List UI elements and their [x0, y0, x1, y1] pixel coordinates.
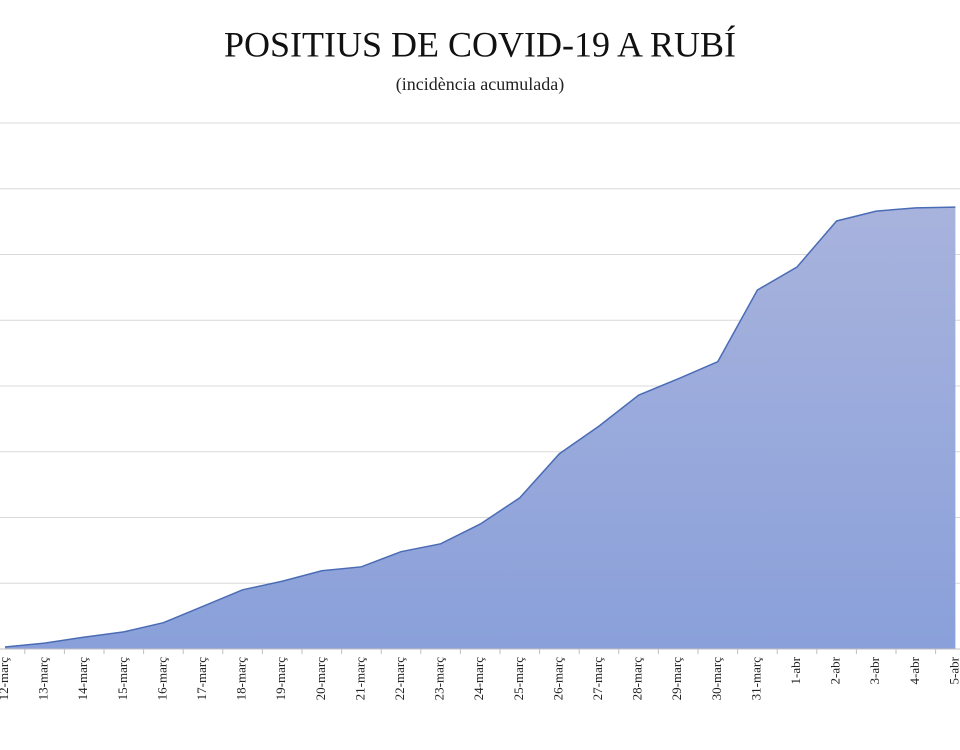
x-tick-label: 26-març [550, 657, 565, 701]
x-tick-label: 19-març [273, 657, 288, 701]
x-tick-label: 13-març [36, 657, 51, 701]
chart-subtitle: (incidència acumulada) [396, 74, 564, 95]
x-tick-label: 31-març [748, 657, 763, 701]
x-tick-label: 24-març [471, 657, 486, 701]
x-tick-label: 23-març [432, 657, 447, 701]
x-tick-label: 2-abr [828, 656, 843, 684]
x-tick-label: 1-abr [788, 656, 803, 684]
x-tick-label: 30-març [709, 657, 724, 701]
x-tick-label: 27-març [590, 657, 605, 701]
x-tick-label: 20-març [313, 657, 328, 701]
x-tick-label: 14-març [75, 657, 90, 701]
x-tick-label: 17-març [194, 657, 209, 701]
x-tick-label: 18-març [234, 657, 249, 701]
area-line [4, 206, 956, 648]
x-tick-label: 4-abr [907, 656, 922, 684]
chart-title: POSITIUS DE COVID-19 A RUBÍ [224, 24, 736, 64]
x-tick-label: 15-març [115, 657, 130, 701]
x-tick-label: 28-març [630, 657, 645, 701]
x-tick-label: 12-març [0, 657, 11, 701]
x-tick-label: 22-març [392, 657, 407, 701]
area-fill [5, 207, 956, 649]
x-tick-label: 5-abr [946, 656, 960, 684]
x-tick-label: 16-març [154, 657, 169, 701]
x-tick-label: 21-març [352, 657, 367, 701]
x-tick-label: 3-abr [867, 656, 882, 684]
x-tick-label: 25-març [511, 657, 526, 701]
x-tick-label: 29-març [669, 657, 684, 701]
